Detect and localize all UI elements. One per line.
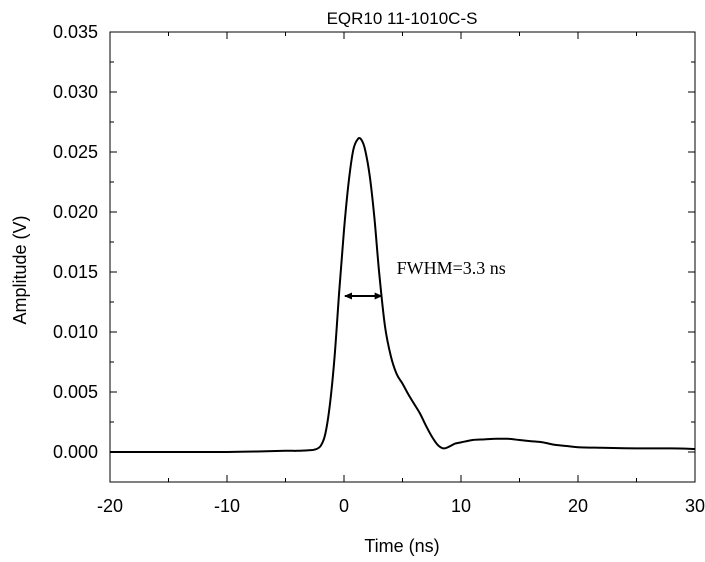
series-line bbox=[110, 137, 696, 454]
x-tick-label: -20 bbox=[97, 496, 123, 516]
y-axis-ticks bbox=[110, 31, 695, 453]
x-axis-tick-labels: -20 -10 0 10 20 30 bbox=[97, 496, 705, 516]
y-axis-tick-labels: 0.000 0.005 0.010 0.015 0.020 0.025 0.030 0.035 bbox=[53, 22, 98, 462]
y-tick-label: 0.000 bbox=[53, 442, 98, 462]
y-axis-label: Amplitude (V) bbox=[10, 215, 30, 324]
chart-title: EQR10 11-1010C-S bbox=[327, 9, 478, 28]
y-tick-label: 0.035 bbox=[53, 22, 98, 42]
x-tick-label: -10 bbox=[214, 496, 240, 516]
y-tick-label: 0.010 bbox=[53, 322, 98, 342]
y-tick-label: 0.030 bbox=[53, 82, 98, 102]
x-tick-label: 0 bbox=[339, 496, 349, 516]
fwhm-annotation: FWHM=3.3 ns bbox=[397, 258, 506, 278]
plot-frame bbox=[109, 31, 696, 483]
x-tick-label: 30 bbox=[685, 496, 705, 516]
x-axis-ticks bbox=[109, 32, 696, 482]
y-tick-label: 0.025 bbox=[53, 142, 98, 162]
y-tick-label: 0.015 bbox=[53, 262, 98, 282]
x-tick-label: 20 bbox=[568, 496, 588, 516]
y-tick-label: 0.020 bbox=[53, 202, 98, 222]
x-axis-label: Time (ns) bbox=[364, 536, 439, 556]
y-tick-label: 0.005 bbox=[53, 382, 98, 402]
x-tick-label: 10 bbox=[451, 496, 471, 516]
series-layer bbox=[110, 137, 696, 454]
